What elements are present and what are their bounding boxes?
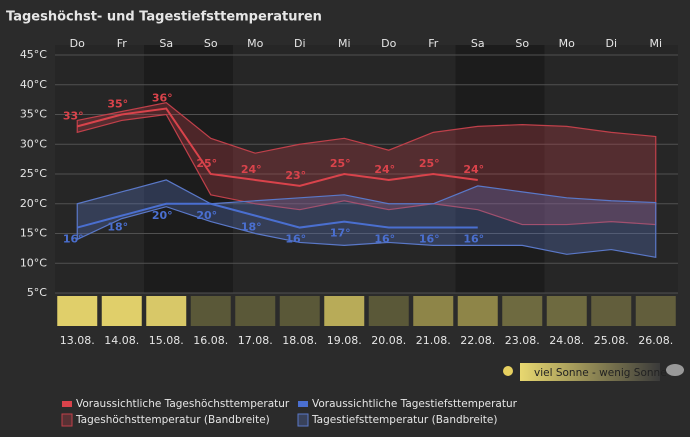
- data-label: 33°: [63, 109, 84, 122]
- sun-legend-bar: [520, 363, 660, 381]
- legend-label: Tageshöchsttemperatur (Bandbreite): [75, 414, 270, 426]
- data-label: 24°: [374, 163, 395, 176]
- weekday-label: Mi: [649, 37, 662, 50]
- sun-box: [324, 296, 365, 326]
- y-tick-label: 35°C: [20, 108, 47, 121]
- weekday-label: So: [515, 37, 529, 50]
- data-label: 16°: [285, 233, 306, 246]
- x-tick-label: 14.08.: [104, 334, 139, 347]
- x-tick-label: 25.08.: [594, 334, 629, 347]
- data-label: 36°: [152, 92, 173, 105]
- y-tick-label: 5°C: [27, 286, 47, 299]
- x-tick-label: 19.08.: [327, 334, 362, 347]
- sun-box: [57, 296, 98, 326]
- weekend-column: [144, 45, 189, 293]
- weekend-column: [455, 45, 500, 293]
- sun-icon: [503, 366, 513, 376]
- y-tick-label: 15°C: [20, 227, 47, 240]
- weekday-label: Fr: [117, 37, 128, 50]
- legend-label: Voraussichtliche Tagestiefsttemperatur: [312, 398, 518, 410]
- data-label: 20°: [152, 209, 173, 222]
- sun-box: [146, 296, 187, 326]
- weekend-column: [500, 45, 545, 293]
- sun-box: [413, 296, 454, 326]
- band-area: [76, 179, 657, 259]
- weekday-label: Mi: [338, 37, 351, 50]
- weekday-label: Di: [605, 37, 617, 50]
- legend-swatch: [297, 413, 309, 427]
- sun-box: [101, 296, 142, 326]
- x-tick-label: 20.08.: [371, 334, 406, 347]
- y-tick-label: 30°C: [20, 137, 47, 150]
- data-label: 24°: [241, 163, 262, 176]
- cloud-icon: [666, 364, 684, 376]
- chart-title: Tageshöchst- und Tagestiefsttemperaturen: [6, 10, 322, 25]
- sun-box: [235, 296, 276, 326]
- x-tick-label: 22.08.: [460, 334, 495, 347]
- x-tick-label: 24.08.: [549, 334, 584, 347]
- x-tick-label: 16.08.: [193, 334, 228, 347]
- sun-box: [546, 296, 587, 326]
- weekday-label: Di: [294, 37, 306, 50]
- y-tick-label: 40°C: [20, 78, 47, 91]
- legend-swatch: [61, 413, 73, 427]
- y-tick-label: 20°C: [20, 197, 47, 210]
- x-tick-label: 15.08.: [149, 334, 184, 347]
- sun-box: [279, 296, 320, 326]
- weekday-label: Sa: [471, 37, 485, 50]
- weekday-label: Do: [70, 37, 85, 50]
- weekday-label: So: [204, 37, 218, 50]
- data-label: 23°: [285, 169, 306, 182]
- data-label: 16°: [419, 233, 440, 246]
- x-tick-label: 21.08.: [416, 334, 451, 347]
- data-label: 17°: [330, 227, 351, 240]
- data-label: 35°: [107, 98, 128, 111]
- data-label: 18°: [241, 221, 262, 234]
- weekday-label: Mo: [247, 37, 263, 50]
- y-tick-label: 10°C: [20, 256, 47, 269]
- legend-label: Tagestiefsttemperatur (Bandbreite): [311, 414, 497, 426]
- sun-box: [591, 296, 632, 326]
- series-line: [76, 107, 478, 187]
- y-tick-label: 45°C: [20, 48, 47, 61]
- legend-label: Voraussichtliche Tageshöchsttemperatur: [76, 398, 290, 410]
- x-tick-label: 23.08.: [505, 334, 540, 347]
- weekday-label: Fr: [428, 37, 439, 50]
- data-label: 16°: [374, 233, 395, 246]
- data-label: 25°: [419, 157, 440, 170]
- data-label: 16°: [63, 233, 84, 246]
- sun-legend-label: viel Sonne - wenig Sonne: [534, 367, 667, 379]
- sun-box: [502, 296, 543, 326]
- data-label: 20°: [196, 209, 217, 222]
- legend-swatch: [62, 401, 72, 407]
- sun-box: [635, 296, 676, 326]
- sun-box: [368, 296, 409, 326]
- data-label: 16°: [463, 233, 484, 246]
- weekday-label: Mo: [559, 37, 575, 50]
- legend-swatch: [298, 401, 308, 407]
- data-label: 24°: [463, 163, 484, 176]
- weekday-label: Do: [381, 37, 396, 50]
- series-line: [76, 202, 478, 229]
- y-tick-label: 25°C: [20, 167, 47, 180]
- x-tick-label: 13.08.: [60, 334, 95, 347]
- data-label: 18°: [107, 221, 128, 234]
- x-tick-label: 17.08.: [238, 334, 273, 347]
- weekday-label: Sa: [159, 37, 173, 50]
- sun-box: [190, 296, 231, 326]
- data-label: 25°: [330, 157, 351, 170]
- sun-box: [457, 296, 498, 326]
- data-label: 25°: [196, 157, 217, 170]
- x-tick-label: 18.08.: [282, 334, 317, 347]
- x-tick-label: 26.08.: [638, 334, 673, 347]
